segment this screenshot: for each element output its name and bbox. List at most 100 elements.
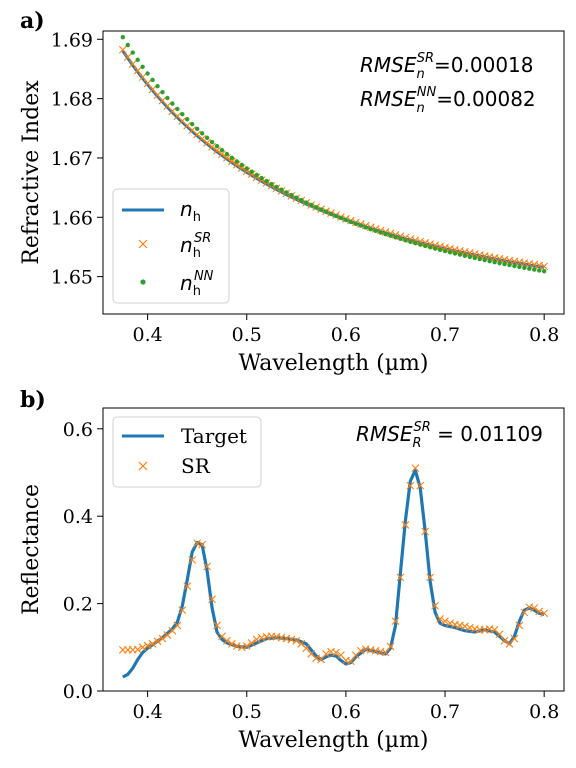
nh-nn-point — [120, 34, 126, 40]
nh-nn-point — [472, 255, 477, 261]
nh-nn-point — [219, 147, 225, 153]
nh-sr-point — [133, 66, 142, 75]
nh-nn-point — [229, 155, 235, 161]
sr-point — [133, 645, 142, 654]
sr-point — [535, 607, 544, 616]
rmse-value: =0.00018 — [434, 53, 533, 77]
nh-nn-point — [155, 83, 160, 89]
panel-a-legend: nh nhSR nhNN — [112, 188, 230, 304]
panel-label-a: a) — [20, 8, 45, 34]
legend-label-sr: SR — [181, 454, 211, 478]
sr-point — [446, 619, 454, 628]
nh-nn-point — [477, 256, 482, 262]
panel-b-data — [118, 464, 549, 679]
nh-nn-point — [294, 195, 299, 200]
legend-marker-nn — [140, 279, 146, 285]
rmse-sub: n — [416, 101, 424, 116]
nh-nn-point — [239, 162, 244, 168]
nh-nn-point — [373, 228, 378, 234]
nh-nn-point — [204, 135, 210, 140]
panel-b-y-axis-label: Reflectance — [19, 484, 44, 615]
nh-nn-point — [462, 253, 468, 258]
sr-point — [287, 635, 296, 644]
panel-a-x-tick-label: 0.4 — [133, 324, 163, 346]
sr-point — [386, 642, 395, 651]
nh-nn-point — [527, 266, 532, 271]
nh-sr-point — [237, 164, 246, 172]
nh-nn-point — [343, 217, 349, 223]
panel-b-rmse-annotation: RMSERSR = 0.01109 — [356, 420, 543, 451]
legend-label-nn: nhNN — [180, 269, 214, 299]
nh-nn-point — [244, 166, 249, 171]
panel-a-y-axis-label: Refractive Index — [19, 80, 44, 265]
nh-nn-point — [383, 231, 388, 237]
nh-nn-point — [442, 248, 448, 254]
sr-point — [203, 562, 211, 571]
nh-sr-point — [426, 240, 435, 248]
nh-nn-point — [522, 265, 527, 271]
sr-point — [237, 643, 246, 652]
nh-sr-point — [401, 233, 410, 242]
nh-nn-point — [403, 238, 408, 243]
nh-nn-point — [160, 90, 165, 95]
nh-sr-point — [118, 45, 127, 54]
nh-sr-point — [227, 157, 236, 166]
panel-b-y-tick-label: 0.4 — [63, 506, 93, 528]
nh-sr-point — [148, 85, 157, 94]
nh-sr-point — [232, 160, 241, 169]
sr-point — [426, 573, 435, 582]
nh-nn-point — [541, 269, 547, 274]
sr-point — [247, 639, 256, 647]
nh-nn-point — [413, 240, 418, 246]
panel-a-rmse-sr-annotation: RMSEnSR=0.00018 — [360, 51, 534, 82]
sr-point — [223, 636, 231, 645]
nh-nn-point — [532, 267, 537, 272]
nh-sr-point — [252, 173, 261, 182]
sr-point — [431, 601, 440, 610]
panel-a-y-tick-label: 1.69 — [51, 29, 93, 51]
panel-b-y-tick-label: 0.2 — [63, 594, 93, 616]
nh-nn-point — [408, 239, 413, 244]
rmse-sup: SR — [417, 51, 434, 66]
nh-sr-point — [441, 243, 449, 252]
legend-box — [112, 188, 230, 304]
nh-nn-point — [269, 181, 274, 187]
panel-a-chart: 0.4 0.5 0.6 0.7 0.8 1.65 1.66 1.67 1.68 1.69 Wave… — [19, 29, 565, 376]
nh-nn-point — [363, 225, 368, 230]
sr-point — [292, 636, 301, 645]
legend-marker-sr — [138, 461, 148, 471]
nh-nn-point — [437, 247, 443, 253]
nh-nn-point — [423, 243, 428, 249]
nh-nn-point — [492, 259, 497, 265]
sr-point — [401, 521, 410, 529]
sr-point — [178, 606, 187, 615]
nh-sr-point — [446, 244, 454, 253]
panel-a-x-axis-label: Wavelength (µm) — [239, 351, 429, 376]
nh-nn-point — [249, 169, 254, 174]
nh-nn-point — [333, 213, 339, 219]
nh-nn-point — [175, 106, 180, 112]
nh-nn-point — [170, 101, 175, 106]
nh-nn-point — [259, 175, 264, 181]
nh-sr-point — [416, 237, 425, 246]
panel-a-x-tick-label: 0.7 — [430, 324, 460, 346]
nh-nn-point — [517, 264, 522, 270]
panel-a-y-tick-label: 1.67 — [51, 148, 93, 170]
nh-sr-point — [396, 232, 405, 241]
nh-nn-point — [452, 251, 458, 256]
nh-nn-point — [284, 190, 289, 195]
nh-nn-point — [185, 117, 190, 122]
sr-point — [530, 604, 539, 612]
panel-b-legend: Target SR — [112, 416, 262, 488]
sr-point — [465, 623, 474, 632]
sr-point — [510, 634, 519, 643]
sr-point — [500, 636, 509, 645]
sr-point — [242, 642, 251, 650]
nh-sr-point — [138, 73, 147, 82]
rmse-sup: NN — [417, 85, 437, 100]
nh-nn-point — [140, 64, 145, 69]
nh-nn-point — [224, 151, 230, 157]
nh-nn-point — [348, 219, 354, 225]
sr-point — [252, 635, 261, 644]
rmse-label: RMSE — [360, 87, 417, 111]
